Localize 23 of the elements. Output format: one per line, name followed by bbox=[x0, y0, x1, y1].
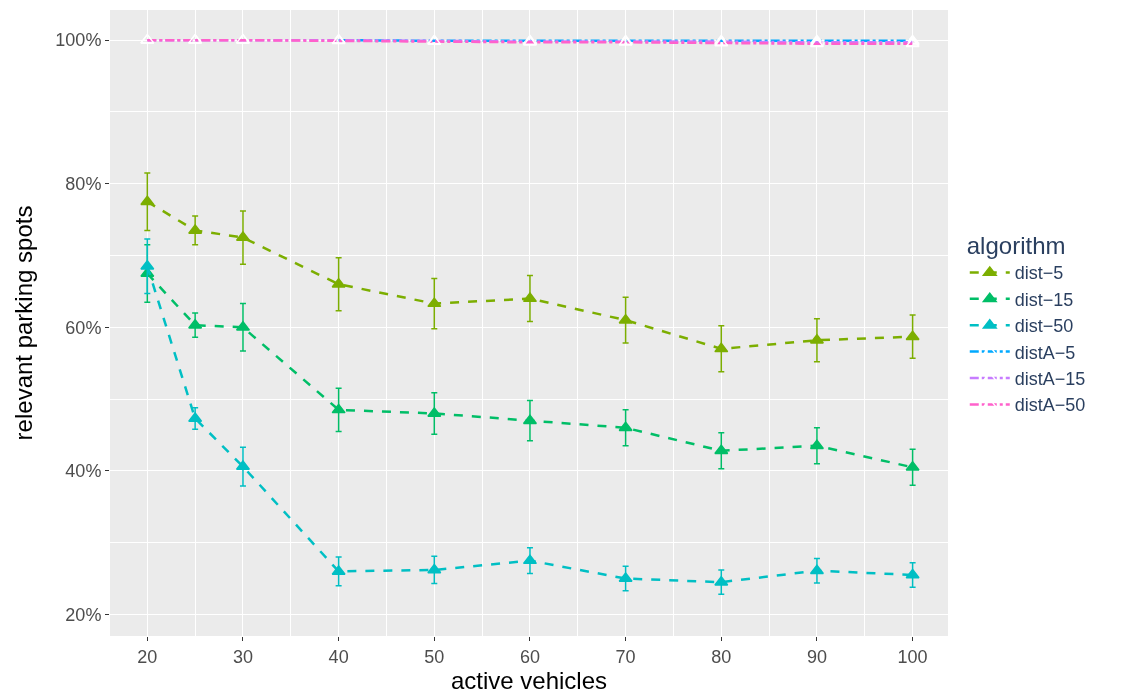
x-tick-label: 60 bbox=[519, 646, 540, 667]
x-tick-label: 90 bbox=[806, 646, 827, 667]
x-tick-label: 20 bbox=[137, 646, 158, 667]
y-tick-label: 40% bbox=[65, 461, 102, 482]
y-tick-label: 100% bbox=[55, 30, 102, 51]
x-axis-title: active vehicles bbox=[450, 666, 608, 694]
legend-label: distA−5 bbox=[1014, 342, 1076, 363]
x-tick-label: 80 bbox=[711, 646, 732, 667]
x-tick-label: 30 bbox=[232, 646, 253, 667]
x-tick-label: 50 bbox=[424, 646, 445, 667]
legend-label: distA−50 bbox=[1014, 395, 1086, 416]
legend-label: distA−15 bbox=[1014, 369, 1086, 390]
y-tick-label: 80% bbox=[65, 174, 102, 195]
y-tick-label: 60% bbox=[65, 317, 102, 338]
x-tick-label: 100 bbox=[897, 646, 928, 667]
legend-label: dist−50 bbox=[1014, 316, 1074, 337]
legend-label: dist−15 bbox=[1014, 289, 1074, 310]
y-axis-title: relevant parking spots bbox=[10, 205, 38, 441]
legend-label: dist−5 bbox=[1014, 263, 1064, 284]
x-tick-label: 70 bbox=[615, 646, 636, 667]
legend-title: algorithm bbox=[966, 232, 1066, 260]
y-tick-label: 20% bbox=[65, 604, 102, 625]
x-tick-label: 40 bbox=[328, 646, 349, 667]
